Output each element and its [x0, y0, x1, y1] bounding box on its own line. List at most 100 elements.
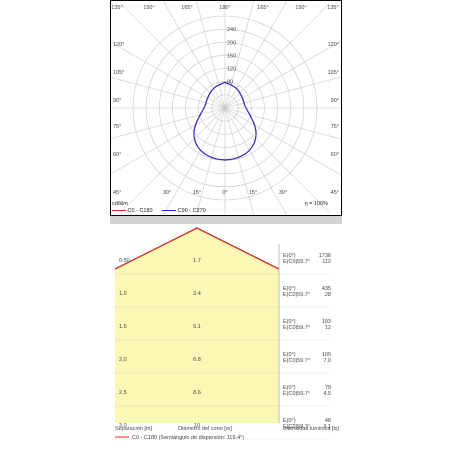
angle-label-left: 120°	[113, 42, 124, 48]
angle-label-right: 60°	[331, 152, 339, 158]
illuminance-angle: 59.7°	[297, 325, 310, 331]
grid-spoke	[224, 107, 341, 176]
grid-spoke	[224, 107, 330, 213]
radial-tick-label: 80	[227, 80, 233, 86]
radial-tick-label: 200	[227, 40, 236, 46]
angle-label-top: 135°	[111, 5, 122, 11]
angle-label-left: 45°	[113, 190, 121, 196]
grid-spoke	[224, 1, 288, 109]
illuminance-value-c0: 12	[325, 325, 331, 331]
grid-spoke	[224, 3, 330, 109]
illuminance-value-0: 1736	[319, 253, 331, 259]
angle-label-bottom: 30°	[279, 190, 287, 196]
cone-diameter-value: 3.4	[193, 291, 201, 297]
illuminance-label-c0: E(C0)	[283, 391, 298, 397]
illuminance-value-0: 435	[322, 286, 331, 292]
legend-label-c0: C0 - C180	[127, 208, 153, 214]
separation-value: 3.0	[119, 423, 127, 429]
polar-diagram-panel: 240 200 160 120 80 135° 150° 165° 180° 165° 150° 13…	[110, 0, 342, 216]
radial-tick-label: 160	[227, 53, 236, 59]
angle-label-bottom: 15°	[249, 190, 257, 196]
angle-label-bottom: 0°	[222, 190, 227, 196]
illuminance-angle: 59.7°	[297, 292, 310, 298]
separation-value: 2.0	[119, 357, 127, 363]
angle-label-left: 75°	[113, 124, 121, 130]
illuminance-angle: 59.7°	[297, 424, 310, 430]
angle-label-left: 105°	[113, 70, 124, 76]
column-header-diameter: Diámetro del cono [m]	[178, 426, 232, 432]
angle-label-left: 90°	[113, 98, 121, 104]
illuminance-label-c0: E(C0)	[283, 424, 298, 430]
cone-fill	[115, 228, 279, 423]
cone-diameter-value: 5.1	[193, 324, 201, 330]
angle-label-right: 120°	[328, 42, 339, 48]
grid-spoke	[224, 107, 254, 215]
angle-label-right: 90°	[331, 98, 339, 104]
separation-value: 0.50	[119, 258, 130, 264]
angle-label-top: 135°	[327, 5, 338, 11]
angle-label-left: 60°	[113, 152, 121, 158]
illuminance-angle: 59.7°	[297, 358, 310, 364]
illuminance-label-c0: E(C0)	[283, 325, 298, 331]
grid-spoke	[162, 107, 226, 215]
illuminance-label-0: E(0°)	[283, 385, 296, 391]
illuminance-angle: 59.7°	[297, 391, 310, 397]
grid-spoke	[120, 107, 226, 213]
cone-outline	[114, 227, 280, 270]
column-header-intensity: Intensidad lumínica [lx]	[283, 426, 339, 432]
radial-tick-label: 120	[227, 67, 236, 73]
grid-spoke	[111, 77, 226, 109]
legend-label-c90: C90 - C270	[177, 208, 206, 214]
illuminance-label-c0: E(C0)	[283, 259, 298, 265]
illuminance-value-c0: 112	[322, 259, 331, 265]
grid-spoke	[224, 1, 254, 109]
legend-label-cone: C0 - C180 (Semiángulo de dispersión: 119…	[132, 435, 244, 441]
angle-label-right: 45°	[331, 190, 339, 196]
angle-label-right: 105°	[328, 70, 339, 76]
grid-spoke	[196, 107, 226, 215]
illuminance-label-0: E(0°)	[283, 253, 296, 259]
cone-diameter-value: 8.6	[193, 390, 201, 396]
polar-unit-row: cd/klm η = 100%	[112, 201, 340, 207]
illuminance-angle: 59.7°	[297, 259, 310, 265]
illuminance-label-0: E(0°)	[283, 352, 296, 358]
grid-spoke	[120, 3, 226, 109]
illuminance-value-c0: 7.0	[323, 358, 331, 364]
section-divider	[110, 216, 342, 224]
angle-label-bottom: 15°	[193, 190, 201, 196]
illuminance-value-0: 70	[325, 385, 331, 391]
separation-value: 2.5	[119, 390, 127, 396]
cone-diameter-value: 1.7	[193, 258, 201, 264]
angle-label-right: 75°	[331, 124, 339, 130]
angle-label-top: 165°	[181, 5, 192, 11]
illuminance-value-0: 48	[325, 418, 331, 424]
column-header-separation: Separación [m]	[115, 426, 152, 432]
separation-value: 1.5	[119, 324, 127, 330]
grid-spoke	[162, 1, 226, 109]
grid-spoke	[111, 107, 226, 139]
cone-diameter-value: 10	[194, 423, 200, 429]
efficiency-label: η = 100%	[304, 201, 328, 207]
grid-spoke	[196, 1, 226, 109]
illuminance-value-0: 193	[322, 319, 331, 325]
legend-swatch-c0	[112, 210, 126, 212]
legend-swatch-c90	[162, 210, 177, 212]
angle-label-top: 180°	[219, 5, 230, 11]
grid-spoke	[224, 107, 341, 140]
grid-spoke	[224, 40, 341, 109]
unit-label: cd/klm	[112, 201, 128, 207]
angle-label-top: 165°	[257, 5, 268, 11]
illuminance-label-0: E(0°)	[283, 319, 296, 325]
illuminance-label-c0: E(C0)	[283, 292, 298, 298]
separation-value: 1.0	[119, 291, 127, 297]
grid-spoke	[111, 41, 226, 109]
illuminance-label-0: E(0°)	[283, 418, 296, 424]
radial-tick-label: 240	[227, 27, 236, 33]
grid-spoke	[224, 107, 288, 215]
illuminance-label-c0: E(C0)	[283, 358, 298, 364]
polar-diagram: 240 200 160 120 80 135° 150° 165° 180° 165° 150° 13…	[111, 1, 341, 215]
polar-legend: C0 - C180 C90 - C270	[112, 208, 340, 214]
angle-label-top: 150°	[295, 5, 306, 11]
illuminance-value-c0: 28	[325, 292, 331, 298]
